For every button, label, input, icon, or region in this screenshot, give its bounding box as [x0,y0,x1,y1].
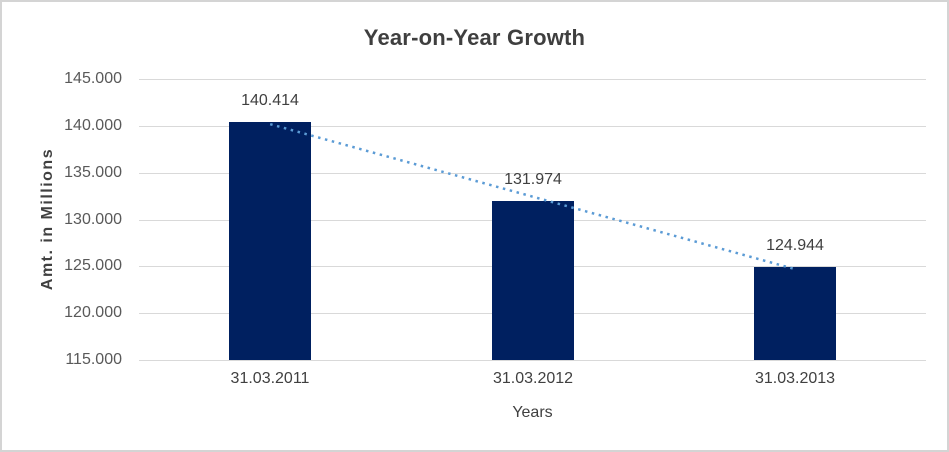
gridline [139,79,926,80]
chart-title: Year-on-Year Growth [363,25,586,50]
bar [229,122,311,360]
bar [754,267,836,360]
y-tick-label: 140.000 [64,117,122,134]
x-tick-label: 31.03.2013 [754,370,836,387]
bar-data-label: 131.974 [504,171,562,188]
y-tick-label: 130.000 [64,211,122,228]
x-tick-label: 31.03.2012 [492,370,574,387]
bar [492,201,574,360]
x-axis-title: Years [512,404,553,421]
bar-data-label: 140.414 [241,92,299,109]
gridline [139,360,926,361]
y-tick-label: 135.000 [64,164,122,181]
x-tick-label: 31.03.2011 [230,370,310,387]
y-tick-label: 125.000 [64,257,122,274]
y-tick-label: 115.000 [65,351,122,368]
y-tick-label: 145.000 [64,70,122,87]
y-tick-label: 120.000 [64,304,122,321]
bar-data-label: 124.944 [766,237,824,254]
